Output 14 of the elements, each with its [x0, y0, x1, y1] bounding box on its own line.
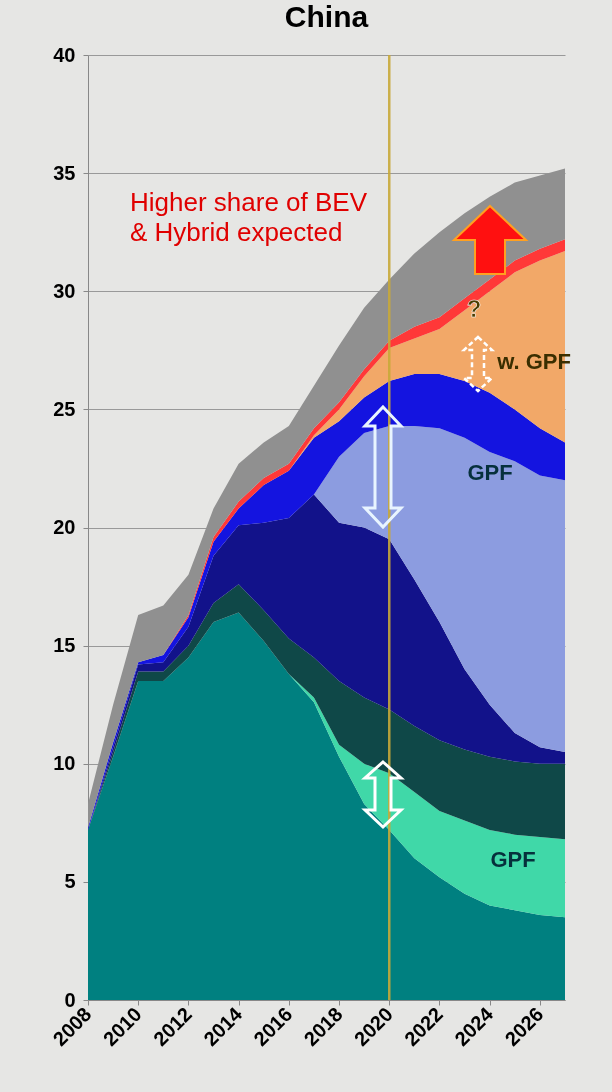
y-tick-label: 15: [53, 634, 76, 657]
y-tick-label: 25: [53, 397, 76, 420]
y-tick-label: 0: [64, 988, 76, 1011]
annotation: ?: [466, 295, 482, 322]
annotation: GPF: [490, 847, 536, 872]
y-tick-label: 10: [53, 752, 76, 775]
annotation: GPF: [467, 460, 513, 485]
y-tick-label: 30: [53, 279, 76, 302]
annotation: Higher share of BEV & Hybrid expected: [130, 187, 368, 247]
chart-title: China: [284, 0, 369, 33]
y-tick-label: 5: [64, 870, 76, 893]
y-tick-label: 40: [53, 43, 76, 66]
y-tick-label: 35: [53, 161, 76, 184]
y-tick-label: 20: [53, 516, 76, 538]
